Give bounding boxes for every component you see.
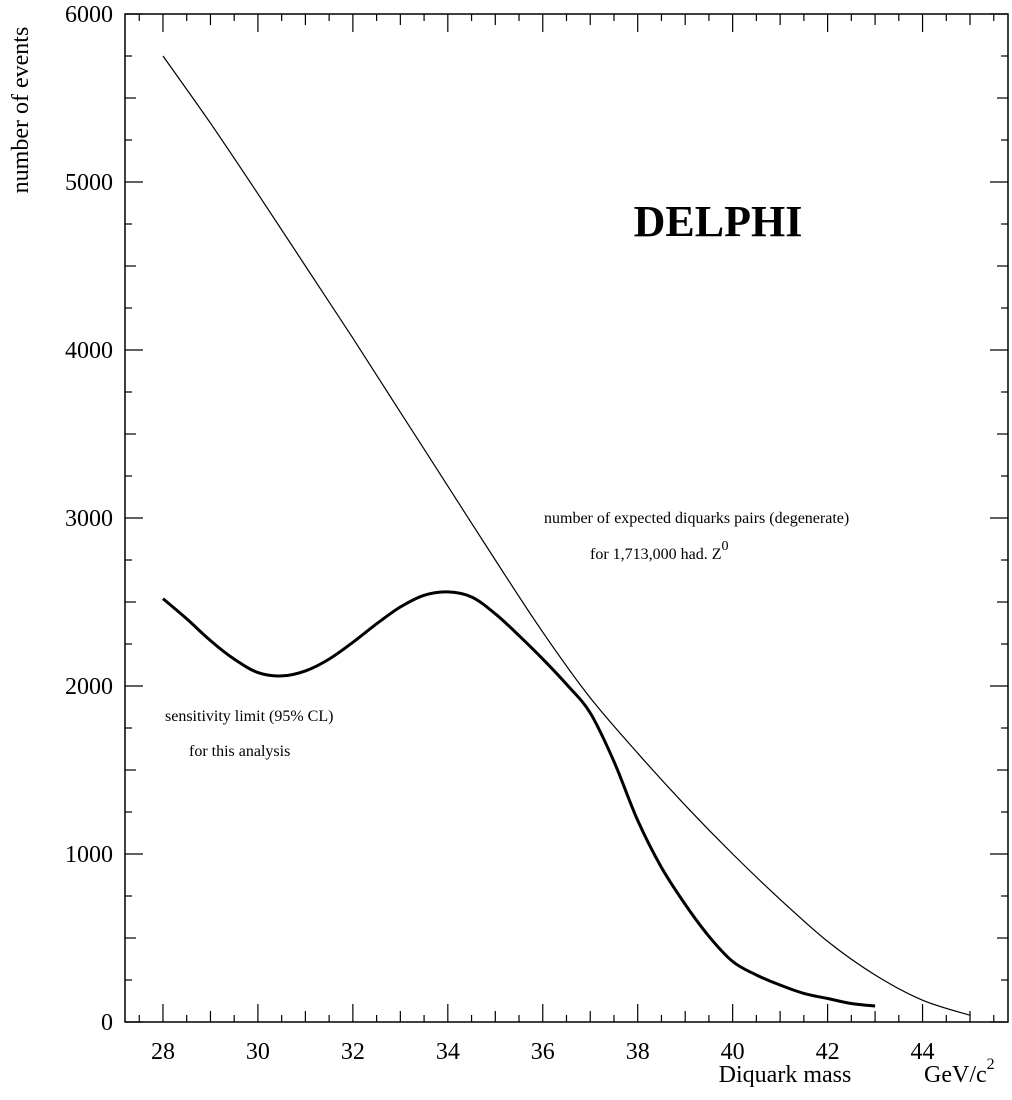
chart-title: DELPHI	[634, 197, 803, 246]
y-tick-label: 0	[101, 1010, 113, 1036]
x-tick-label: 40	[721, 1039, 745, 1065]
x-axis-unit: GeV/c2	[924, 1056, 995, 1088]
x-tick-label: 42	[816, 1039, 840, 1065]
expected-series-label-line2: for 1,713,000 had. Z0	[590, 539, 729, 563]
x-tick-label: 38	[626, 1039, 650, 1065]
x-tick-label: 34	[436, 1039, 460, 1065]
y-tick-label: 2000	[65, 674, 113, 700]
y-tick-label: 4000	[65, 338, 113, 364]
series-layer	[162, 55, 971, 1016]
y-tick-label: 5000	[65, 170, 113, 196]
expected-series-label-line2-sup: 0	[722, 539, 729, 554]
x-tick-label: 32	[341, 1039, 365, 1065]
expected-series-label-line2-text: for 1,713,000 had. Z	[590, 546, 722, 563]
expected-diquark-pairs-line	[162, 55, 971, 1016]
sensitivity-series-label-line2: for this analysis	[189, 743, 290, 760]
sensitivity-limit-line	[162, 590, 876, 1008]
x-axis-label: Diquark mass	[719, 1062, 852, 1088]
axis-tick-labels: 28 30 32 34 36 38 40 42 44 0 1000 2000 3000 4000 5000 6…	[65, 2, 935, 1065]
sensitivity-series-label-line1: sensitivity limit (95% CL)	[165, 708, 333, 725]
y-tick-label: 1000	[65, 842, 113, 868]
x-tick-label: 28	[151, 1039, 175, 1065]
x-tick-label: 44	[911, 1039, 935, 1065]
y-axis-label: number of events	[8, 27, 34, 194]
x-tick-label: 36	[531, 1039, 555, 1065]
x-axis-unit-sup: 2	[987, 1056, 995, 1073]
axis-ticks	[125, 13, 1008, 1023]
x-tick-label: 30	[246, 1039, 270, 1065]
y-tick-label: 6000	[65, 2, 113, 28]
expected-series-label-line1: number of expected diquarks pairs (degen…	[544, 510, 849, 527]
x-axis-unit-base: GeV/c	[924, 1062, 987, 1088]
y-tick-label: 3000	[65, 506, 113, 532]
